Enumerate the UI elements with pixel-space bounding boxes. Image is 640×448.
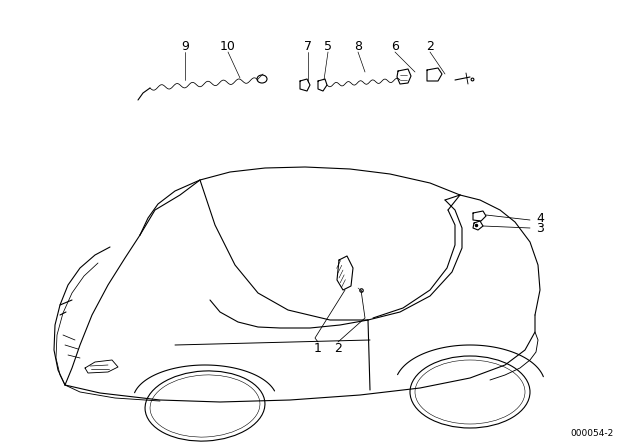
Text: 8: 8	[354, 39, 362, 52]
Text: 2: 2	[426, 39, 434, 52]
Text: 10: 10	[220, 39, 236, 52]
Text: 000054-2: 000054-2	[570, 428, 614, 438]
Text: 4: 4	[536, 211, 544, 224]
Text: 9: 9	[181, 39, 189, 52]
Text: 1: 1	[314, 341, 322, 354]
Text: 7: 7	[304, 39, 312, 52]
Text: 6: 6	[391, 39, 399, 52]
Text: 5: 5	[324, 39, 332, 52]
Text: 2: 2	[334, 341, 342, 354]
Text: 3: 3	[536, 221, 544, 234]
